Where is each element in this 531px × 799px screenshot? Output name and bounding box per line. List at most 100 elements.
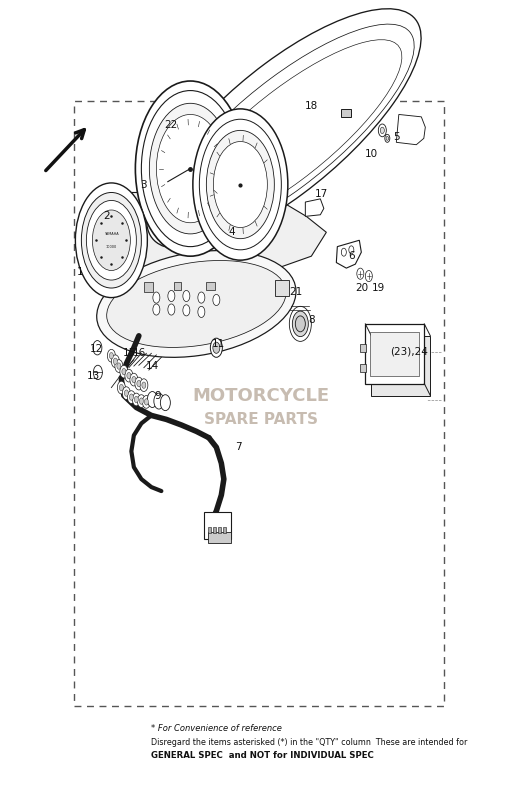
Text: 18: 18 — [305, 101, 318, 112]
Text: 22: 22 — [165, 120, 178, 129]
Text: 3: 3 — [141, 180, 147, 189]
Text: (23),24: (23),24 — [390, 347, 428, 356]
Circle shape — [199, 119, 281, 250]
Circle shape — [154, 393, 164, 409]
Bar — [341, 109, 352, 117]
Circle shape — [120, 365, 128, 378]
Bar — [174, 282, 182, 289]
Circle shape — [289, 306, 311, 341]
Circle shape — [198, 306, 205, 317]
Text: 6: 6 — [348, 251, 355, 261]
Text: 14: 14 — [146, 361, 159, 371]
Circle shape — [140, 379, 148, 392]
Circle shape — [81, 193, 141, 288]
Bar — [218, 527, 221, 533]
Circle shape — [183, 290, 190, 301]
Text: 15: 15 — [123, 348, 136, 358]
Circle shape — [117, 381, 125, 394]
Ellipse shape — [107, 260, 286, 348]
Circle shape — [144, 399, 148, 405]
Circle shape — [153, 292, 160, 303]
Bar — [208, 527, 211, 533]
Bar — [276, 280, 289, 296]
Text: 12: 12 — [90, 344, 103, 354]
Bar — [365, 324, 424, 384]
Circle shape — [341, 248, 346, 256]
Polygon shape — [101, 193, 327, 272]
Ellipse shape — [147, 9, 421, 248]
Text: 20: 20 — [355, 283, 368, 293]
Text: 19: 19 — [372, 283, 386, 293]
Circle shape — [160, 395, 170, 411]
Circle shape — [109, 352, 114, 359]
Circle shape — [193, 109, 288, 260]
Circle shape — [357, 268, 364, 280]
Text: 16: 16 — [133, 348, 147, 358]
Text: * For Convenience of reference: * For Convenience of reference — [151, 725, 282, 733]
Circle shape — [198, 292, 205, 303]
Circle shape — [213, 294, 220, 305]
Text: Disregard the items asterisked (*) in the "QTY" column  These are intended for: Disregard the items asterisked (*) in th… — [151, 738, 468, 747]
Circle shape — [139, 398, 143, 404]
Text: 8: 8 — [308, 315, 315, 325]
Circle shape — [210, 338, 222, 357]
Bar — [370, 332, 419, 376]
Polygon shape — [305, 199, 324, 217]
Circle shape — [138, 395, 145, 407]
Polygon shape — [396, 114, 425, 145]
Circle shape — [107, 349, 115, 362]
Circle shape — [142, 382, 146, 388]
Circle shape — [207, 130, 275, 239]
Circle shape — [122, 387, 131, 400]
Text: 5: 5 — [393, 132, 400, 141]
Circle shape — [132, 393, 140, 406]
Circle shape — [213, 342, 220, 353]
Bar — [74, 101, 444, 706]
FancyBboxPatch shape — [208, 531, 231, 543]
Circle shape — [213, 141, 267, 228]
Circle shape — [92, 210, 131, 271]
Circle shape — [93, 340, 102, 355]
Circle shape — [114, 358, 117, 364]
Circle shape — [365, 271, 372, 282]
Polygon shape — [336, 240, 361, 268]
Circle shape — [127, 391, 135, 403]
Circle shape — [295, 316, 305, 332]
Circle shape — [130, 394, 133, 400]
Text: MOTORCYCLE: MOTORCYCLE — [193, 387, 330, 404]
Circle shape — [153, 304, 160, 315]
Circle shape — [124, 390, 129, 396]
Circle shape — [125, 369, 133, 382]
Circle shape — [137, 380, 141, 387]
Circle shape — [119, 384, 123, 391]
Bar — [361, 364, 366, 372]
Ellipse shape — [158, 24, 414, 241]
Circle shape — [378, 124, 387, 137]
Circle shape — [134, 396, 139, 403]
Text: 10: 10 — [365, 149, 378, 159]
Circle shape — [349, 246, 354, 254]
Circle shape — [87, 201, 136, 280]
FancyBboxPatch shape — [204, 512, 231, 539]
Bar — [223, 527, 226, 533]
Polygon shape — [79, 223, 90, 242]
Text: 21: 21 — [290, 287, 303, 297]
Text: 7: 7 — [236, 443, 242, 452]
Circle shape — [135, 81, 245, 256]
Circle shape — [385, 134, 390, 142]
Circle shape — [75, 183, 148, 297]
Circle shape — [93, 365, 102, 380]
Text: 1: 1 — [77, 267, 84, 277]
Text: 13: 13 — [87, 371, 100, 380]
Circle shape — [148, 392, 157, 407]
Circle shape — [142, 396, 150, 408]
Circle shape — [141, 90, 239, 247]
Circle shape — [380, 127, 384, 133]
Circle shape — [386, 137, 389, 141]
Bar — [207, 282, 216, 289]
Ellipse shape — [97, 251, 296, 357]
Circle shape — [183, 304, 190, 316]
Text: 10000: 10000 — [106, 244, 117, 248]
Text: YAMAHA: YAMAHA — [104, 232, 119, 236]
Bar — [213, 527, 216, 533]
